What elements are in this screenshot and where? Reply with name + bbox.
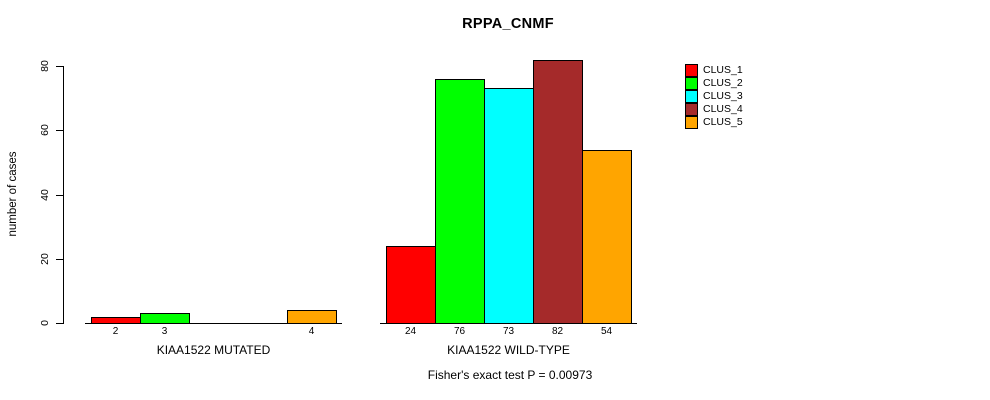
bar-value-label: 2 bbox=[112, 326, 119, 337]
y-tick bbox=[56, 259, 63, 260]
bar-value-label: 73 bbox=[502, 326, 515, 337]
legend-item: CLUS_2 bbox=[685, 77, 743, 90]
legend-swatch bbox=[685, 64, 698, 77]
y-tick bbox=[56, 323, 63, 324]
legend-swatch bbox=[685, 90, 698, 103]
y-tick bbox=[56, 195, 63, 196]
legend-label: CLUS_2 bbox=[703, 77, 743, 89]
chart-title: RPPA_CNMF bbox=[462, 16, 554, 32]
bar-value-label: 3 bbox=[161, 326, 168, 337]
y-tick-label: 40 bbox=[39, 189, 51, 201]
legend-label: CLUS_4 bbox=[703, 103, 743, 115]
group-label-wild-type: KIAA1522 WILD-TYPE bbox=[447, 343, 570, 357]
legend-label: CLUS_5 bbox=[703, 116, 743, 128]
y-tick-label: 80 bbox=[39, 60, 51, 72]
legend-label: CLUS_3 bbox=[703, 90, 743, 102]
bar bbox=[484, 88, 534, 324]
legend: CLUS_1 CLUS_2 CLUS_3 CLUS_4 CLUS_5 bbox=[685, 64, 743, 129]
legend-swatch bbox=[685, 116, 698, 129]
bar-value-label: 4 bbox=[308, 326, 315, 337]
legend-label: CLUS_1 bbox=[703, 64, 743, 76]
x-baseline bbox=[85, 323, 342, 324]
y-tick bbox=[56, 130, 63, 131]
legend-item: CLUS_4 bbox=[685, 103, 743, 116]
bar-value-label: 54 bbox=[600, 326, 613, 337]
group-label-mutated: KIAA1522 MUTATED bbox=[156, 343, 271, 357]
legend-item: CLUS_3 bbox=[685, 90, 743, 103]
bar-value-label: 24 bbox=[404, 326, 417, 337]
y-axis-line bbox=[63, 66, 64, 324]
legend-swatch bbox=[685, 103, 698, 116]
fishers-test-footnote: Fisher's exact test P = 0.00973 bbox=[427, 368, 593, 382]
y-tick-label: 0 bbox=[39, 320, 51, 326]
legend-swatch bbox=[685, 77, 698, 90]
legend-item: CLUS_5 bbox=[685, 116, 743, 129]
bar bbox=[386, 246, 436, 324]
bar-value-label: 76 bbox=[453, 326, 466, 337]
legend-item: CLUS_1 bbox=[685, 64, 743, 77]
bar bbox=[533, 60, 583, 324]
y-tick-label: 60 bbox=[39, 124, 51, 136]
bar bbox=[435, 79, 485, 324]
y-tick bbox=[56, 66, 63, 67]
bar bbox=[91, 317, 141, 324]
bar-value-label: 82 bbox=[551, 326, 564, 337]
bar bbox=[287, 310, 337, 324]
y-tick-label: 20 bbox=[39, 253, 51, 265]
bar bbox=[140, 313, 190, 324]
bar bbox=[582, 150, 632, 324]
y-axis-label: number of cases bbox=[7, 151, 19, 237]
